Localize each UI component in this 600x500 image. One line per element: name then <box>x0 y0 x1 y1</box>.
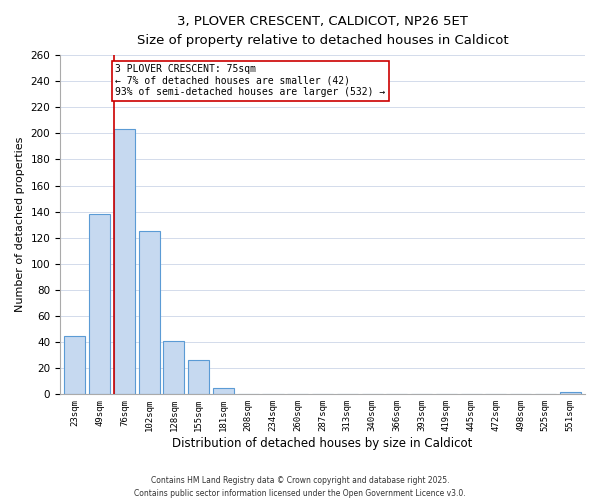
Bar <box>213 388 234 394</box>
Bar <box>163 341 184 394</box>
Y-axis label: Number of detached properties: Number of detached properties <box>15 137 25 312</box>
Bar <box>64 336 85 394</box>
Title: 3, PLOVER CRESCENT, CALDICOT, NP26 5ET
Size of property relative to detached hou: 3, PLOVER CRESCENT, CALDICOT, NP26 5ET S… <box>137 15 508 47</box>
Text: Contains HM Land Registry data © Crown copyright and database right 2025.
Contai: Contains HM Land Registry data © Crown c… <box>134 476 466 498</box>
Bar <box>139 231 160 394</box>
Text: 3 PLOVER CRESCENT: 75sqm
← 7% of detached houses are smaller (42)
93% of semi-de: 3 PLOVER CRESCENT: 75sqm ← 7% of detache… <box>115 64 385 98</box>
Bar <box>560 392 581 394</box>
X-axis label: Distribution of detached houses by size in Caldicot: Distribution of detached houses by size … <box>172 437 473 450</box>
Bar <box>188 360 209 394</box>
Bar <box>114 130 135 394</box>
Bar <box>89 214 110 394</box>
